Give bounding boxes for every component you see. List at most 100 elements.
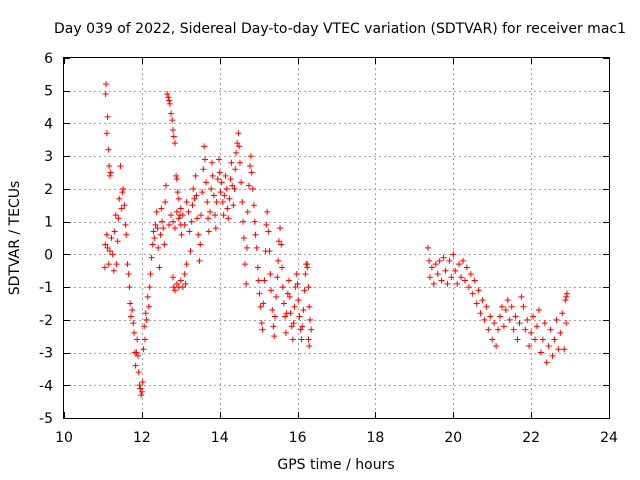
data-point (502, 307, 509, 313)
data-point (438, 277, 445, 284)
data-point (162, 199, 169, 205)
data-point (263, 221, 270, 228)
data-point (563, 320, 570, 327)
x-axis-label: GPS time / hours (277, 457, 394, 473)
data-point (258, 320, 265, 327)
data-point (231, 185, 238, 192)
data-point (506, 316, 513, 323)
data-point (104, 244, 111, 251)
data-point (553, 316, 560, 323)
data-point (265, 228, 272, 235)
data-point (197, 241, 204, 248)
data-point (170, 284, 177, 291)
data-point (287, 310, 294, 317)
data-point (469, 290, 476, 297)
data-point (481, 316, 488, 323)
data-point (229, 182, 236, 189)
data-point (559, 310, 566, 317)
data-point (150, 228, 157, 235)
data-point (302, 271, 309, 277)
data-point (452, 267, 459, 274)
y-tick-label: -5 (39, 411, 53, 427)
data-point (183, 199, 190, 205)
data-point (266, 248, 273, 255)
data-point (171, 225, 178, 232)
data-point (182, 280, 189, 287)
y-tick-label: -3 (39, 346, 53, 362)
data-point (121, 202, 128, 209)
data-point (104, 113, 111, 120)
grid-lines (64, 58, 609, 418)
x-tick-label: 18 (367, 430, 385, 446)
data-point (110, 267, 117, 274)
data-point (497, 313, 503, 320)
data-point (243, 280, 250, 287)
data-point (254, 264, 261, 271)
data-point (132, 362, 139, 369)
data-point (264, 208, 271, 215)
data-point (108, 235, 115, 241)
data-point (165, 94, 172, 101)
data-point (240, 235, 247, 241)
data-point (522, 326, 529, 333)
data-point (119, 189, 126, 196)
data-point (217, 189, 224, 196)
data-point (465, 284, 472, 291)
data-point (473, 300, 480, 307)
data-point (454, 280, 461, 287)
data-point (112, 212, 119, 219)
data-point (541, 320, 548, 327)
data-point (208, 185, 215, 192)
data-point (510, 326, 517, 333)
data-point (475, 287, 482, 294)
data-point (174, 189, 181, 196)
data-point (512, 313, 519, 320)
data-point (221, 192, 228, 199)
x-tick-label: 20 (444, 430, 462, 446)
data-point (200, 166, 207, 173)
data-point (149, 241, 156, 248)
data-point (109, 251, 116, 258)
data-point (282, 329, 289, 336)
data-point (306, 303, 313, 310)
data-point (124, 261, 131, 268)
data-point (299, 323, 306, 330)
data-point (307, 316, 314, 323)
data-point (170, 127, 176, 133)
data-point (562, 297, 569, 304)
data-point (159, 218, 166, 225)
data-point (563, 293, 570, 300)
data-point (543, 359, 550, 366)
data-point (267, 271, 274, 277)
data-point (298, 336, 305, 343)
data-point (199, 189, 206, 196)
y-tick-label: -4 (39, 378, 53, 394)
data-point (477, 310, 484, 317)
axis-ticks (64, 58, 610, 419)
data-point (212, 212, 219, 219)
data-point (280, 300, 287, 307)
data-point (224, 205, 231, 212)
data-point (516, 320, 523, 327)
data-point (164, 91, 171, 97)
data-point (134, 336, 141, 343)
data-point (561, 346, 568, 353)
data-point (127, 313, 134, 320)
data-point (209, 172, 216, 179)
data-point (245, 182, 252, 189)
data-point (210, 192, 217, 199)
data-point (142, 310, 149, 317)
data-point (175, 195, 182, 202)
y-tick-label: -2 (39, 313, 53, 329)
data-point (426, 274, 433, 281)
data-point (461, 277, 468, 284)
data-point (193, 192, 200, 199)
data-point (247, 163, 254, 169)
data-point (271, 313, 278, 320)
y-tick-label: 6 (44, 51, 53, 67)
data-point (460, 257, 467, 264)
data-point (236, 143, 243, 150)
data-point (189, 202, 196, 209)
data-point (279, 284, 286, 291)
